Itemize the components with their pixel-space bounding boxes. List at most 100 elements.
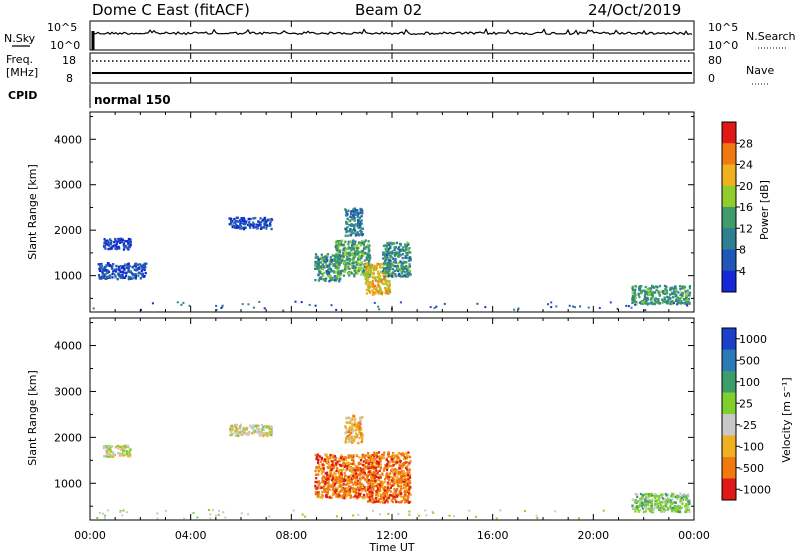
range-cell	[499, 509, 502, 512]
range-cell	[346, 477, 349, 481]
range-cell	[671, 498, 674, 501]
range-cell	[685, 296, 688, 300]
range-cell	[661, 509, 664, 513]
range-cell	[631, 498, 634, 501]
range-cell	[351, 471, 354, 474]
range-cell	[382, 271, 385, 274]
range-cell	[358, 466, 361, 470]
range-cell	[648, 500, 651, 504]
range-cell	[385, 271, 388, 274]
range-cell	[400, 500, 403, 503]
noise-right-label: N.Search	[746, 30, 796, 43]
range-cell	[115, 268, 118, 271]
colorbar-segment	[722, 328, 736, 350]
range-cell	[355, 209, 358, 212]
range-cell	[345, 254, 348, 257]
range-cell	[653, 298, 656, 302]
range-cell	[635, 300, 638, 304]
range-cell	[260, 226, 263, 229]
range-cell	[382, 455, 385, 458]
range-cell	[395, 478, 398, 481]
range-cell	[353, 415, 356, 418]
range-cell	[495, 517, 498, 520]
range-cell	[335, 494, 338, 497]
range-cell	[117, 447, 120, 450]
range-cell	[359, 419, 362, 422]
range-cell	[236, 216, 239, 219]
range-cell	[134, 275, 137, 279]
range-cell	[113, 268, 116, 271]
range-cell	[335, 266, 338, 269]
range-cell	[616, 307, 619, 310]
range-cell	[326, 455, 329, 459]
range-cell	[362, 497, 365, 500]
range-cell	[405, 251, 408, 255]
range-cell	[354, 476, 357, 479]
range-cell	[638, 289, 641, 292]
range-cell	[240, 432, 243, 435]
range-cell	[484, 306, 487, 309]
range-cell	[646, 497, 649, 500]
range-cell	[382, 456, 385, 460]
range-cell	[409, 493, 412, 496]
range-cell	[376, 272, 380, 275]
range-cell	[234, 226, 237, 229]
y-tick-label: 4000	[54, 133, 82, 146]
range-cell	[639, 499, 642, 502]
range-cell	[348, 488, 351, 491]
range-cell	[625, 304, 628, 307]
range-cell	[388, 259, 391, 262]
range-cell	[378, 292, 381, 295]
range-cell	[394, 482, 397, 485]
range-cell	[349, 485, 353, 488]
range-cell	[386, 465, 389, 468]
range-cell	[394, 260, 397, 264]
range-cell	[132, 274, 135, 277]
range-cell	[359, 472, 362, 475]
range-cell	[384, 262, 387, 265]
range-cell	[361, 212, 364, 215]
range-cell	[128, 452, 131, 456]
range-cell	[124, 274, 128, 278]
range-cell	[390, 256, 393, 259]
range-cell	[127, 446, 130, 449]
range-cell	[315, 256, 318, 260]
range-cell	[358, 494, 361, 497]
range-cell	[98, 269, 102, 272]
range-cell	[362, 454, 365, 457]
range-cell	[222, 511, 225, 514]
range-cell	[251, 432, 254, 435]
range-cell	[121, 454, 125, 457]
range-cell	[370, 475, 373, 478]
range-cell	[391, 497, 395, 500]
colorbar-segment	[722, 414, 736, 436]
range-cell	[646, 503, 650, 506]
range-cell	[383, 480, 386, 484]
range-cell	[353, 207, 356, 210]
range-cell	[123, 447, 126, 451]
range-cell	[344, 209, 347, 212]
range-cell	[336, 255, 339, 259]
range-cell	[333, 484, 336, 487]
range-cell	[363, 241, 366, 244]
range-cell	[631, 297, 634, 300]
range-cell	[647, 302, 650, 305]
range-cell	[317, 473, 320, 476]
range-cell	[399, 464, 402, 467]
range-cell	[384, 489, 387, 492]
range-cell	[327, 264, 330, 268]
range-cell	[340, 254, 343, 258]
range-cell	[359, 462, 362, 465]
range-cell	[340, 484, 343, 487]
range-cell	[318, 258, 321, 261]
range-cell	[644, 493, 647, 496]
range-cell	[382, 498, 385, 502]
range-cell	[387, 267, 390, 270]
range-cell	[346, 212, 349, 216]
range-cell	[335, 476, 338, 480]
range-cell	[338, 274, 341, 278]
range-cell	[443, 302, 446, 305]
range-cell	[300, 301, 303, 304]
range-cell	[673, 290, 676, 294]
range-cell	[369, 267, 372, 271]
